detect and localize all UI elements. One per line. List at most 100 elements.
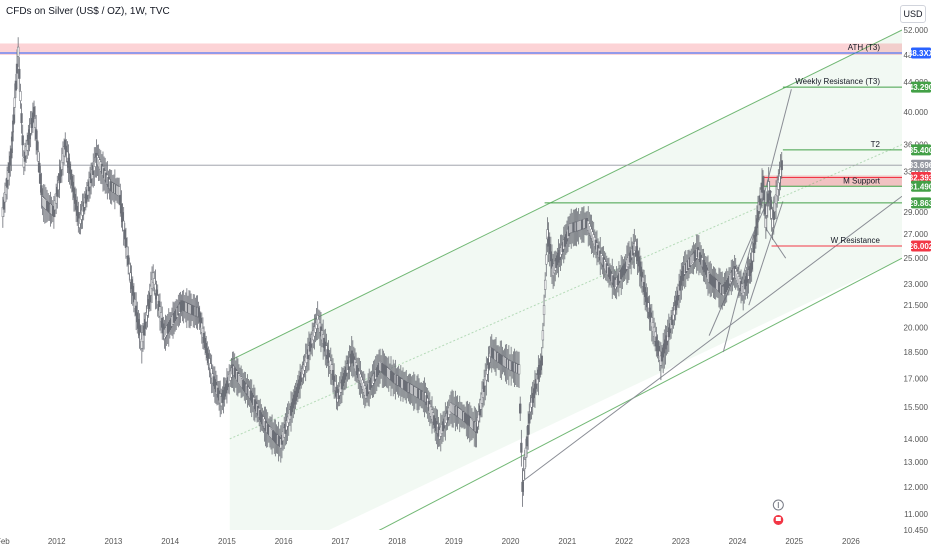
candle — [17, 37, 20, 67]
candle — [159, 301, 163, 334]
svg-text:29.863: 29.863 — [909, 199, 932, 208]
candle — [142, 312, 146, 350]
currency-button[interactable]: USD — [900, 5, 926, 23]
candle — [156, 284, 159, 317]
price-badge-0: 48.3XX — [908, 47, 932, 59]
price-badge-6: 29.863 — [909, 197, 932, 209]
candle — [19, 83, 22, 109]
price-badge-7: 26.002 — [909, 240, 932, 252]
time-tick-1: 2012 — [48, 537, 66, 546]
event-flag-icon[interactable] — [773, 515, 784, 525]
price-tick-11: 20.000 — [904, 324, 929, 333]
candle — [21, 124, 24, 157]
candle — [150, 266, 154, 303]
candle — [20, 103, 23, 134]
candle — [67, 144, 70, 183]
price-tick-14: 15.500 — [904, 403, 929, 412]
price-tick-13: 17.000 — [904, 374, 929, 383]
time-tick-3: 2014 — [161, 537, 179, 546]
time-axis-layer: Feb 2012 2013 2014 2015 2016 2017 2018 2019 2020 2… — [0, 530, 902, 550]
time-tick-11: 2022 — [615, 537, 633, 546]
price-tick-12: 18.500 — [904, 348, 929, 357]
trend-line-wedge-cross[interactable] — [765, 228, 787, 259]
trend-line-covid-low-support[interactable] — [521, 195, 903, 483]
price-badge-4: 32.393 — [909, 171, 932, 183]
price-badge-1: 43.290 — [909, 81, 932, 93]
price-tick-15: 14.000 — [904, 435, 929, 444]
channel-line-lower[interactable] — [329, 257, 903, 550]
time-tick-4: 2015 — [218, 537, 236, 546]
time-tick-14: 2025 — [785, 537, 803, 546]
candle — [544, 272, 547, 298]
time-tick-2: 2013 — [105, 537, 123, 546]
svg-text:32.393: 32.393 — [909, 173, 932, 182]
candle — [10, 136, 13, 172]
level-label-1: Weekly Resistance (T3) — [795, 77, 880, 86]
event-info-icon[interactable] — [772, 499, 784, 511]
level-label-7: W Resistance — [831, 236, 881, 245]
candle — [520, 429, 523, 467]
price-tick-7: 27.000 — [904, 230, 929, 239]
candle — [135, 292, 138, 331]
candle — [545, 243, 548, 277]
symbol-title: CFDs on Silver (US$ / OZ), 1W, TVC — [6, 6, 170, 17]
price-tick-8: 25.000 — [904, 254, 929, 263]
level-label-5: M Support — [843, 176, 881, 185]
time-tick-5: 2016 — [275, 537, 293, 546]
candle — [140, 325, 143, 364]
candle — [60, 147, 63, 183]
price-tick-3: 40.000 — [904, 108, 929, 117]
candle — [161, 306, 164, 340]
time-tick-6: 2017 — [331, 537, 349, 546]
price-badge-2: 35.400 — [909, 144, 932, 156]
candle — [12, 107, 15, 133]
channel-fill — [229, 30, 903, 530]
svg-text:48.3XX: 48.3XX — [908, 49, 932, 58]
trend-line-wedge-upper[interactable] — [708, 190, 772, 336]
level-label-0: ATH (T3) — [848, 43, 881, 52]
icons-layer — [772, 499, 784, 525]
time-tick-15: 2026 — [842, 537, 860, 546]
price-tick-18: 11.000 — [904, 510, 928, 519]
price-series-layer — [1, 37, 783, 507]
price-badge-5: 31.490 — [909, 180, 932, 192]
trend-line-wedge-lower[interactable] — [748, 201, 784, 306]
candle — [780, 152, 783, 179]
time-axis-bg[interactable] — [0, 530, 902, 550]
level-zone-0 — [0, 43, 902, 55]
price-tick-9: 23.000 — [904, 280, 929, 289]
price-tick-16: 13.000 — [904, 458, 929, 467]
candle — [542, 294, 546, 327]
candle — [154, 269, 157, 310]
candle — [18, 57, 21, 92]
price-tick-10: 21.500 — [904, 301, 929, 310]
candle — [28, 118, 31, 152]
time-tick-13: 2024 — [729, 537, 747, 546]
svg-text:35.400: 35.400 — [909, 146, 932, 155]
candle — [72, 174, 76, 212]
candle — [158, 293, 162, 331]
price-axis-layer: 52.00048.00044.00040.00036.00033.00029.0… — [902, 0, 932, 550]
channel-line-upper[interactable] — [229, 29, 903, 362]
time-tick-8: 2019 — [445, 537, 463, 546]
price-badge-3: 33.696 — [909, 159, 932, 171]
svg-text:33.696: 33.696 — [909, 161, 932, 170]
candle — [29, 111, 32, 148]
candle — [519, 396, 522, 421]
candle — [14, 73, 18, 98]
price-tick-17: 12.000 — [904, 483, 929, 492]
level-zone-4 — [763, 175, 902, 187]
channel-fill-layer — [229, 30, 903, 530]
time-tick-0: Feb — [0, 537, 10, 546]
svg-text:31.490: 31.490 — [909, 182, 932, 191]
time-tick-7: 2018 — [388, 537, 406, 546]
time-tick-12: 2023 — [672, 537, 690, 546]
time-tick-10: 2021 — [558, 537, 576, 546]
candle — [540, 347, 543, 375]
candle — [11, 120, 14, 153]
svg-text:26.002: 26.002 — [909, 242, 932, 251]
candle — [130, 265, 133, 305]
candle — [74, 188, 78, 223]
